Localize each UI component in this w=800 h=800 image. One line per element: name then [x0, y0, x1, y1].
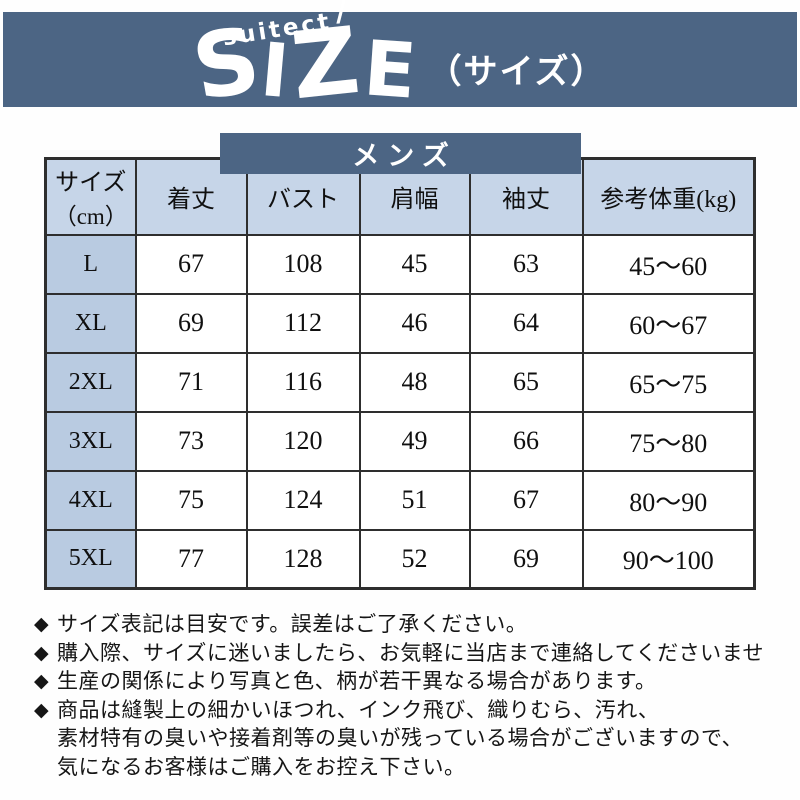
size-title-letter: E	[360, 23, 419, 116]
size-subtitle: （サイズ）	[427, 54, 607, 92]
measurement-cell: 112	[245, 292, 361, 354]
diamond-bullet-icon: ◆	[34, 671, 50, 693]
size-label-cell: 3XL	[44, 410, 137, 472]
measurement-cell: 69	[468, 528, 584, 590]
note-text: 購入際、サイズに迷いましたら、お気軽に当店まで連絡してくださいませ	[57, 641, 764, 665]
table-row: L 67 108 45 63 45～60	[44, 233, 756, 295]
column-header-label: サイズ	[55, 170, 127, 197]
measurement-cell: 80～90	[581, 469, 756, 531]
size-label-cell: 2XL	[44, 351, 137, 413]
note-item: ◆ サイズ表記は目安です。誤差はご了承ください。	[34, 611, 786, 640]
note-text: 商品は縫製上の細かいほつれ、インク飛び、織りむら、汚れ、	[57, 698, 660, 722]
measurement-cell: 67	[134, 233, 248, 295]
measurement-cell: 48	[358, 351, 471, 413]
table-row: 4XL 75 124 51 67 80～90	[44, 469, 756, 531]
column-header-sublabel: （cm）	[53, 204, 128, 230]
measurement-cell: 45～60	[581, 233, 756, 295]
size-label-cell: 5XL	[44, 528, 137, 590]
measurement-cell: 65	[468, 351, 584, 413]
column-header-size: サイズ （cm）	[44, 157, 137, 236]
note-text: 素材特有の臭いや接着剤等の臭いが残っている場合がございますので、	[57, 727, 744, 751]
note-text: サイズ表記は目安です。誤差はご了承ください。	[57, 613, 528, 636]
column-header-label: 袖丈	[502, 187, 550, 214]
note-item: ◆ 商品は縫製上の細かいほつれ、インク飛び、織りむら、汚れ、	[34, 697, 786, 726]
size-title-letter: S	[184, 6, 267, 122]
column-header-weight: 参考体重(kg)	[581, 157, 756, 236]
measurement-cell: 90～100	[581, 528, 756, 590]
size-label-cell: L	[44, 233, 137, 295]
column-header-label: 肩幅	[390, 187, 439, 214]
diamond-bullet-icon: ◆	[34, 699, 50, 721]
measurement-cell: 108	[245, 233, 361, 295]
column-header-label: バスト	[267, 187, 339, 214]
measurement-cell: 64	[468, 292, 584, 354]
measurement-cell: 75～80	[581, 410, 756, 472]
measurement-cell: 51	[358, 469, 471, 531]
note-item: ◆ 生産の関係により写真と色、柄が若干異なる場合があります。	[34, 668, 786, 697]
table-row: 3XL 73 120 49 66 75～80	[44, 410, 756, 472]
note-text: 気になるお客様はご購入をお控え下さい。	[57, 755, 466, 779]
column-header-length: 着丈	[134, 157, 248, 236]
size-label-cell: 4XL	[44, 469, 137, 531]
measurement-cell: 49	[358, 410, 471, 472]
measurement-cell: 73	[134, 410, 248, 472]
measurement-cell: 46	[358, 292, 471, 354]
measurement-cell: 71	[134, 351, 248, 413]
measurement-cell: 75	[134, 469, 248, 531]
measurement-cell: 52	[358, 528, 471, 590]
measurement-cell: 116	[245, 351, 361, 413]
measurement-cell: 66	[468, 410, 584, 472]
note-text: 生産の関係により写真と色、柄が若干異なる場合があります。	[57, 670, 657, 694]
diamond-bullet-icon: ◆	[34, 642, 50, 664]
table-row: 5XL 77 128 52 69 90～100	[44, 528, 756, 590]
column-header-label: 着丈	[167, 187, 215, 214]
measurement-cell: 124	[245, 469, 361, 531]
note-item: ◆ 購入際、サイズに迷いましたら、お気軽に当店まで連絡してくださいませ	[34, 640, 786, 669]
diamond-bullet-icon: ◆	[34, 614, 50, 635]
note-item: 気になるお客様はご購入をお控え下さい。	[34, 754, 786, 783]
measurement-cell: 63	[468, 233, 584, 295]
table-row: XL 69 112 46 64 60～67	[44, 292, 756, 354]
table-row: 2XL 71 116 48 65 65～75	[44, 351, 756, 413]
measurement-cell: 65～75	[581, 351, 756, 413]
column-header-label: 参考体重(kg)	[600, 187, 737, 214]
size-title-letter: I	[257, 26, 293, 115]
measurement-cell: 128	[245, 528, 361, 590]
size-title-letter: Z	[286, 6, 364, 121]
notes-list: ◆ サイズ表記は目安です。誤差はご了承ください。 ◆ 購入際、サイズに迷いましたら、お…	[34, 611, 786, 783]
note-item: 素材特有の臭いや接着剤等の臭いが残っている場合がございますので、	[34, 725, 786, 754]
size-label-cell: XL	[44, 292, 137, 354]
measurement-cell: 45	[358, 233, 471, 295]
measurement-cell: 69	[134, 292, 248, 354]
header-row: サイズ （cm） 着丈 バスト 肩幅 袖丈 参考体重(kg)	[44, 157, 756, 236]
mens-tab: メンズ	[220, 133, 581, 174]
measurement-cell: 67	[468, 469, 584, 531]
mens-tab-label: メンズ	[352, 141, 457, 171]
measurement-cell: 60～67	[581, 292, 756, 354]
measurement-cell: 77	[134, 528, 248, 590]
measurement-cell: 120	[245, 410, 361, 472]
table-body: L 67 108 45 63 45～60 XL 69 112 46 64 60～67 2XL 71 116 4…	[44, 233, 756, 590]
size-chart-table: サイズ （cm） 着丈 バスト 肩幅 袖丈 参考体重(kg) L 67 108 45 63 45～60…	[44, 157, 756, 590]
